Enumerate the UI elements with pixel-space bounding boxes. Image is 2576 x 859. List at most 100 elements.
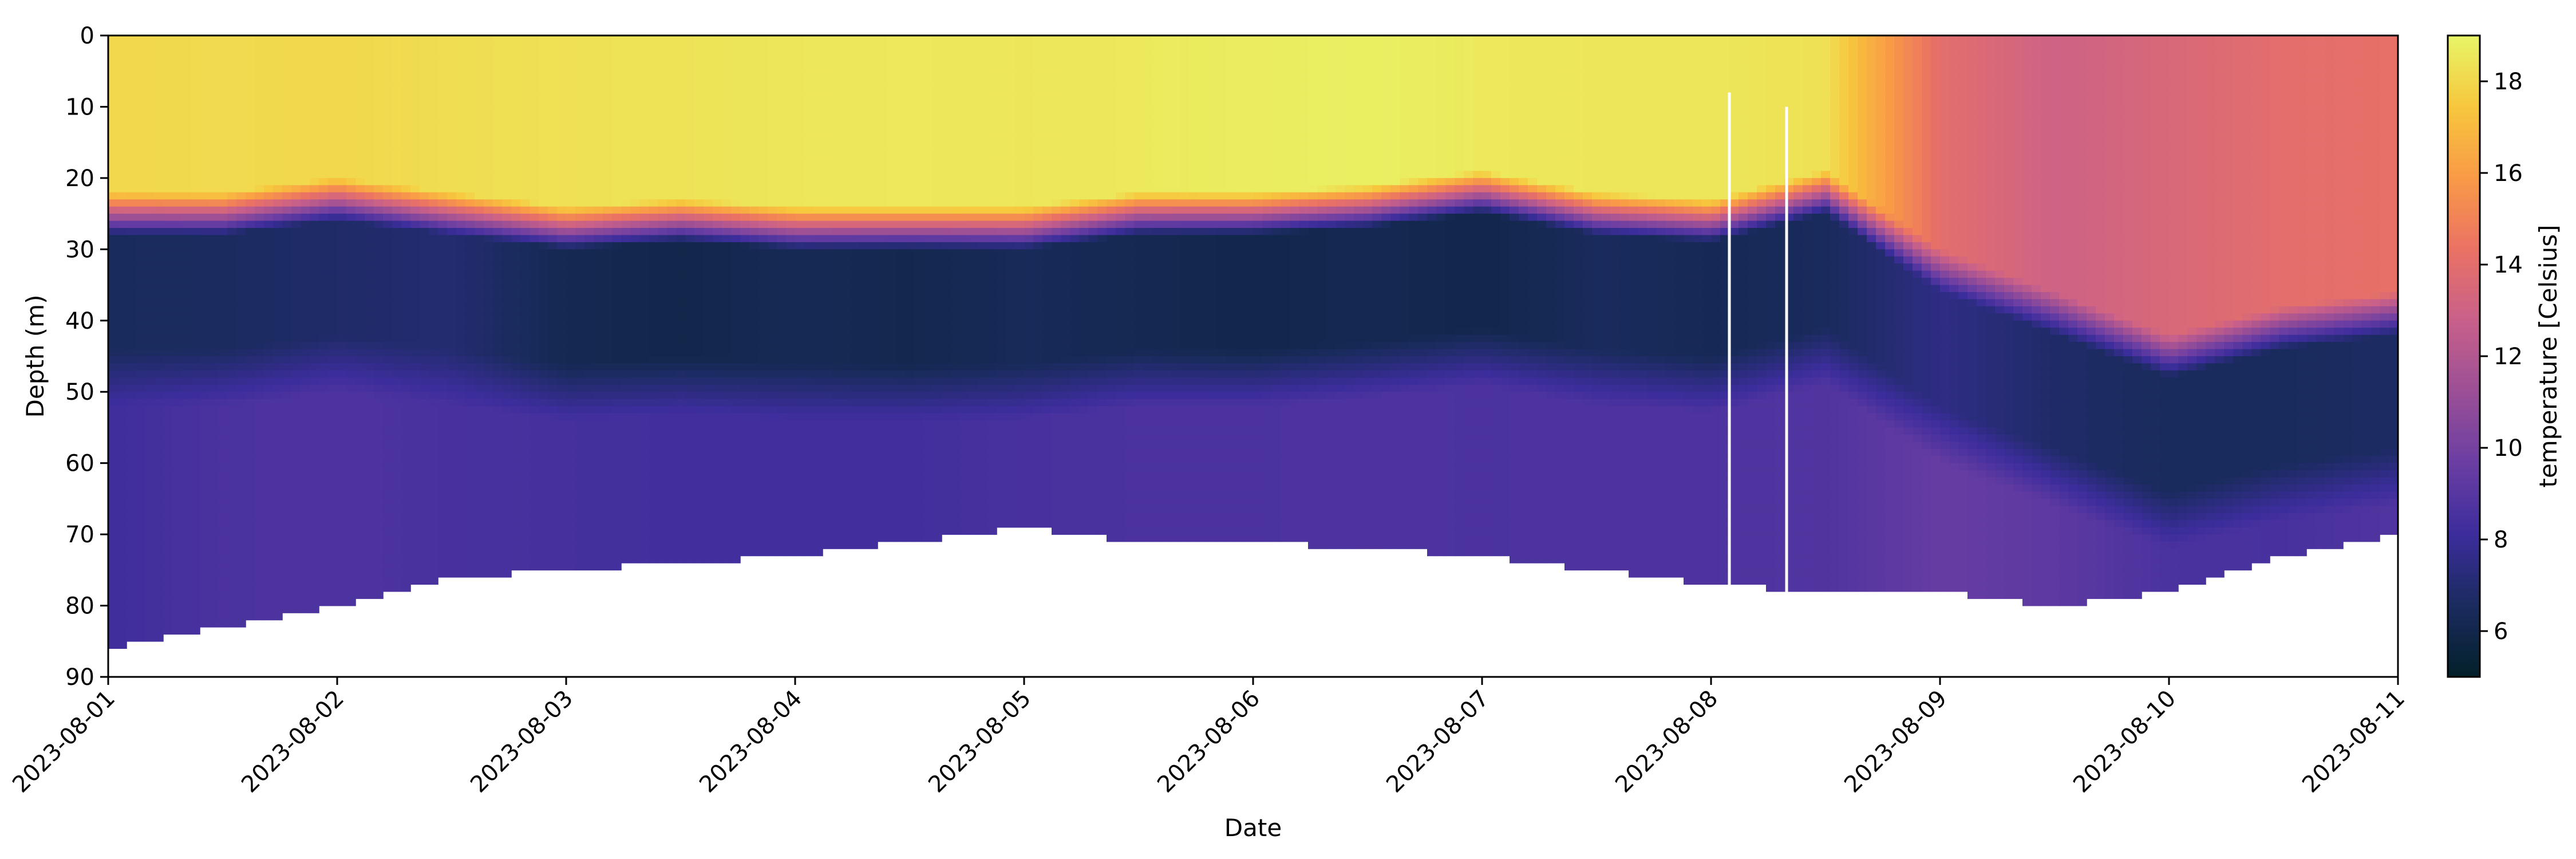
heatmap-cell [163, 135, 173, 143]
heatmap-cell [246, 570, 255, 578]
heatmap-cell [282, 549, 292, 557]
heatmap-cell [530, 278, 539, 286]
heatmap-cell [502, 406, 512, 414]
heatmap-cell [154, 306, 164, 314]
heatmap-cell [383, 42, 393, 50]
heatmap-cell [200, 570, 210, 578]
heatmap-cell [181, 85, 191, 93]
heatmap-cell [145, 463, 155, 471]
heatmap-cell [447, 78, 457, 86]
heatmap-cell [236, 313, 246, 321]
heatmap-cell [310, 313, 319, 321]
heatmap-cell [200, 135, 210, 143]
heatmap-cell [310, 513, 319, 521]
heatmap-cell [191, 520, 200, 528]
heatmap-cell [649, 292, 658, 300]
heatmap-cell [566, 370, 576, 379]
heatmap-cell [447, 292, 457, 300]
heatmap-cell [218, 363, 228, 371]
heatmap-cell [502, 320, 512, 329]
heatmap-cell [282, 42, 292, 50]
heatmap-cell [264, 185, 274, 193]
heatmap-cell [163, 128, 173, 136]
heatmap-cell [649, 534, 658, 542]
heatmap-cell [255, 598, 264, 606]
heatmap-cell [181, 235, 191, 243]
heatmap-cell [420, 513, 429, 521]
heatmap-cell [420, 349, 429, 357]
heatmap-cell [548, 57, 558, 65]
heatmap-cell [291, 605, 301, 613]
heatmap-cell [337, 256, 347, 265]
heatmap-cell [438, 334, 448, 342]
heatmap-cell [566, 448, 576, 457]
heatmap-cell [676, 36, 686, 44]
heatmap-cell [520, 149, 530, 157]
heatmap-cell [191, 584, 200, 592]
heatmap-cell [209, 121, 219, 129]
heatmap-cell [218, 149, 228, 157]
heatmap-cell [649, 121, 658, 129]
heatmap-cell [566, 199, 576, 207]
heatmap-cell [511, 306, 521, 314]
heatmap-cell [392, 427, 402, 435]
heatmap-cell [246, 463, 255, 471]
heatmap-cell [355, 470, 365, 478]
heatmap-cell [530, 513, 539, 521]
heatmap-cell [163, 263, 173, 271]
heatmap-cell [337, 413, 347, 421]
heatmap-cell [209, 584, 219, 592]
heatmap-cell [136, 263, 145, 271]
heatmap-cell [456, 199, 466, 207]
heatmap-cell [584, 142, 594, 150]
heatmap-cell [420, 427, 429, 435]
heatmap-cell [191, 299, 200, 307]
heatmap-cell [667, 334, 677, 342]
heatmap-cell [511, 456, 521, 464]
heatmap-cell [200, 292, 210, 300]
heatmap-cell [191, 370, 200, 379]
heatmap-cell [420, 498, 429, 507]
heatmap-cell [658, 171, 667, 179]
heatmap-cell [410, 456, 420, 464]
heatmap-cell [511, 185, 521, 193]
heatmap-cell [246, 306, 255, 314]
heatmap-cell [410, 249, 420, 257]
heatmap-cell [154, 42, 164, 50]
heatmap-cell [511, 549, 521, 557]
heatmap-cell [365, 420, 374, 428]
heatmap-cell [319, 413, 329, 421]
heatmap-cell [584, 121, 594, 129]
heatmap-cell [346, 356, 356, 364]
heatmap-cell [667, 427, 677, 435]
heatmap-cell [218, 520, 228, 528]
heatmap-cell [676, 164, 686, 172]
heatmap-cell [639, 185, 649, 193]
heatmap-cell [136, 292, 145, 300]
heatmap-cell [383, 342, 393, 350]
heatmap-cell [181, 220, 191, 228]
heatmap-cell [475, 78, 484, 86]
heatmap-cell [539, 36, 548, 44]
heatmap-cell [649, 71, 658, 79]
heatmap-cell [649, 285, 658, 293]
heatmap-cell [621, 470, 631, 478]
heatmap-cell [200, 256, 210, 265]
heatmap-cell [475, 413, 484, 421]
heatmap-cell [310, 591, 319, 599]
heatmap-cell [484, 442, 493, 450]
heatmap-cell [447, 384, 457, 393]
heatmap-cell [520, 42, 530, 50]
heatmap-cell [566, 164, 576, 172]
heatmap-cell [667, 263, 677, 271]
heatmap-cell [301, 328, 310, 336]
heatmap-cell [511, 427, 521, 435]
heatmap-cell [493, 313, 503, 321]
heatmap-cell [429, 555, 438, 564]
heatmap-cell [273, 413, 283, 421]
heatmap-cell [365, 185, 374, 193]
heatmap-cell [438, 107, 448, 115]
heatmap-cell [181, 484, 191, 492]
heatmap-cell [465, 156, 475, 164]
heatmap-cell [685, 135, 695, 143]
